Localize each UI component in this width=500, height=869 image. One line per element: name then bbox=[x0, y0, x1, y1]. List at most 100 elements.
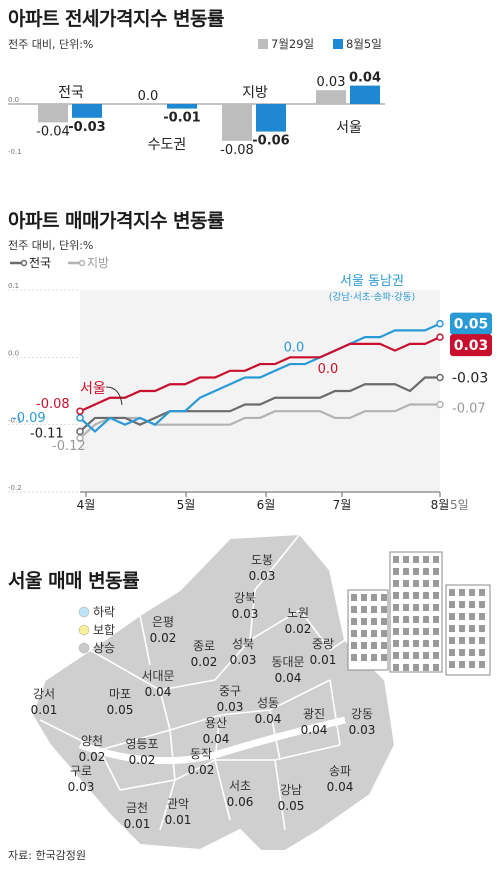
district-value-3: 0.02 bbox=[150, 631, 177, 645]
district-value-5: 0.03 bbox=[230, 653, 257, 667]
building-center-window-5-4 bbox=[433, 616, 439, 623]
building-center-window-3-4 bbox=[433, 592, 439, 599]
end-badge-southeast bbox=[450, 312, 492, 335]
building-center-window-2-4 bbox=[433, 580, 439, 587]
building-center-window-6-0 bbox=[393, 628, 399, 635]
district-border-4 bbox=[299, 609, 346, 652]
sale-legend: 전국 지방 bbox=[10, 256, 109, 270]
building-left-window-0-0 bbox=[351, 594, 357, 601]
building-left-window-5-3 bbox=[381, 654, 387, 661]
building-center-window-9-3 bbox=[423, 664, 429, 671]
jeonse-title: 아파트 전세가격지수 변동률 bbox=[8, 8, 225, 30]
district-name-8: 서대문 bbox=[141, 669, 174, 683]
district-name-21: 강남 bbox=[280, 783, 302, 797]
building-left-window-3-2 bbox=[371, 630, 377, 637]
bar-label-0-1: 0.0 bbox=[138, 89, 159, 104]
building-center-window-3-3 bbox=[423, 592, 429, 599]
building-left-window-1-1 bbox=[361, 606, 367, 613]
building-right-window-0-1 bbox=[459, 589, 465, 596]
district-value-24: 0.01 bbox=[165, 813, 192, 827]
building-right-window-5-0 bbox=[449, 649, 455, 656]
x-label-2: 6월 bbox=[257, 498, 276, 512]
building-center-window-0-3 bbox=[423, 556, 429, 563]
building-left-window-5-0 bbox=[351, 654, 357, 661]
district-value-20: 0.06 bbox=[227, 795, 254, 809]
district-value-17: 0.02 bbox=[129, 753, 156, 767]
building-left-window-2-1 bbox=[361, 618, 367, 625]
district-value-0: 0.03 bbox=[249, 569, 276, 583]
building-center-window-8-3 bbox=[423, 652, 429, 659]
district-value-21: 0.05 bbox=[278, 799, 305, 813]
district-value-23: 0.01 bbox=[124, 817, 151, 831]
category-1: 수도권 bbox=[148, 137, 187, 153]
building-right-window-6-0 bbox=[449, 661, 455, 668]
district-border-13 bbox=[159, 779, 176, 831]
building-center-window-0-2 bbox=[413, 556, 419, 563]
building-right-window-6-2 bbox=[469, 661, 475, 668]
x-label-4: 8월 bbox=[431, 498, 450, 512]
building-right-window-1-1 bbox=[459, 601, 465, 608]
series-name-southeast: 서울 동남권 bbox=[340, 274, 404, 289]
start-label-regional: -0.12 bbox=[52, 439, 86, 454]
map-legend-label-1: 보합 bbox=[93, 623, 115, 637]
district-value-6: 0.01 bbox=[310, 653, 337, 667]
end-label-seoul: 0.03 bbox=[454, 338, 489, 354]
building-right-window-3-0 bbox=[449, 625, 455, 632]
district-name-11: 성동 bbox=[257, 696, 279, 710]
district-name-22: 송파 bbox=[329, 764, 351, 778]
map-title: 서울 매매 변동률 bbox=[8, 570, 140, 592]
building-right-window-3-1 bbox=[459, 625, 465, 632]
building-center-window-2-3 bbox=[423, 580, 429, 587]
district-name-14: 강서 bbox=[33, 687, 55, 701]
bar-1-3 bbox=[350, 85, 380, 104]
district-name-9: 마포 bbox=[109, 687, 131, 701]
building-center-window-7-3 bbox=[423, 640, 429, 647]
y-tick-1: 0.0 bbox=[8, 349, 19, 357]
x-suffix: 5일 bbox=[450, 498, 469, 512]
building-center-window-6-3 bbox=[423, 628, 429, 635]
district-value-8: 0.04 bbox=[145, 685, 172, 699]
jeonse-bar-chart: 0.0 -0.1 -0.04-0.03 전국 0.0 -0.01 수도권 -0.08-0.06… bbox=[8, 71, 385, 158]
district-value-2: 0.02 bbox=[285, 622, 312, 636]
seoul-arrow bbox=[105, 386, 123, 406]
series-start-dot-1 bbox=[76, 407, 84, 415]
legend-label-1: 지방 bbox=[87, 256, 109, 270]
building-center-window-9-2 bbox=[413, 664, 419, 671]
district-value-4: 0.02 bbox=[191, 655, 218, 669]
series-end-dot-1 bbox=[436, 333, 444, 341]
district-value-1: 0.03 bbox=[232, 607, 259, 621]
building-center-window-7-4 bbox=[433, 640, 439, 647]
start-label-national: -0.11 bbox=[30, 426, 64, 441]
building-center-window-6-1 bbox=[403, 628, 409, 635]
district-name-0: 도봉 bbox=[251, 553, 273, 567]
district-value-7: 0.04 bbox=[275, 671, 302, 685]
building-center-window-2-1 bbox=[403, 580, 409, 587]
building-center-window-6-2 bbox=[413, 628, 419, 635]
district-name-16: 양천 bbox=[81, 733, 103, 748]
building-left-window-3-0 bbox=[351, 630, 357, 637]
building-right-window-5-1 bbox=[459, 649, 465, 656]
building-center-window-8-2 bbox=[413, 652, 419, 659]
building-right-window-4-1 bbox=[459, 637, 465, 644]
category-0: 전국 bbox=[58, 85, 84, 101]
series-end-dot-2 bbox=[436, 373, 444, 382]
legend-prev: 7월29일 bbox=[258, 36, 314, 52]
y-tick-0: 0.1 bbox=[8, 282, 19, 290]
map-legend-label-2: 상승 bbox=[93, 641, 115, 655]
building-center-window-8-1 bbox=[403, 652, 409, 659]
building-center-window-1-2 bbox=[413, 568, 419, 575]
building-right-window-2-1 bbox=[459, 613, 465, 620]
start-label-seoul: -0.08 bbox=[36, 397, 70, 412]
source-note: 자료: 한국감정원 bbox=[8, 849, 87, 862]
building-left-window-4-0 bbox=[351, 642, 357, 649]
district-value-9: 0.05 bbox=[107, 703, 134, 717]
sale-title: 아파트 매매가격지수 변동률 bbox=[8, 210, 225, 232]
building-center-window-8-0 bbox=[393, 652, 399, 659]
building-left-window-3-1 bbox=[361, 630, 367, 637]
bar-label-1-3: 0.04 bbox=[349, 71, 381, 86]
series-end-dot-3 bbox=[436, 400, 444, 409]
district-value-22: 0.04 bbox=[327, 780, 354, 794]
end-label-regional: -0.07 bbox=[452, 401, 486, 416]
plot-bg bbox=[80, 290, 440, 492]
building-left-window-1-2 bbox=[371, 606, 377, 613]
